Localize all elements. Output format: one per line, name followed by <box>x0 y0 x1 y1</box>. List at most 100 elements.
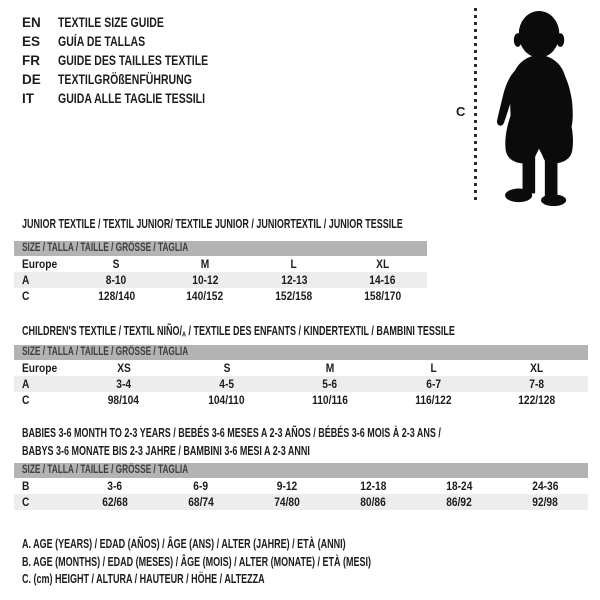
junior-table-title-text: JUNIOR TEXTILE / TEXTIL JUNIOR/ TEXTILE … <box>22 217 403 231</box>
size-cell: 5-6 <box>322 377 338 391</box>
height-measure-label: C <box>456 104 466 119</box>
size-cell: 12-13 <box>280 273 307 287</box>
row-label: C <box>22 393 30 407</box>
junior-size-table: SIZE / TALLA / TAILLE / GRÖSSE / TAGLIA … <box>14 241 427 304</box>
language-code: EN <box>22 15 41 30</box>
size-cell: L <box>430 361 437 375</box>
language-row: ES GUÍA DE TALLAS <box>22 32 251 51</box>
size-cell: 10-12 <box>192 273 219 287</box>
size-cell: 3-6 <box>107 479 123 493</box>
table-rows: B 3-6 6-9 9-12 12-18 18-24 24-36 C 62/68 68/74 74/… <box>14 478 588 510</box>
language-row: FR GUIDE DES TAILLES TEXTILE <box>22 51 251 70</box>
table-row: C 98/104 104/110 110/116 116/122 122/128 <box>14 392 588 408</box>
language-code: ES <box>22 34 41 49</box>
size-cell: XL <box>529 361 543 375</box>
height-measure-dashed-line <box>474 8 477 204</box>
size-header-bar: SIZE / TALLA / TAILLE / GRÖSSE / TAGLIA <box>14 463 588 478</box>
language-code: DE <box>22 72 41 87</box>
row-label: C <box>22 495 30 509</box>
size-cell: 9-12 <box>276 479 298 493</box>
size-cell: 110/116 <box>312 393 348 407</box>
guide-title: GUIDE DES TAILLES TEXTILE <box>58 53 209 68</box>
language-title-list: EN TEXTILE SIZE GUIDE ES GUÍA DE TALLAS … <box>22 13 251 108</box>
guide-title: GUÍA DE TALLAS <box>58 34 146 49</box>
size-cell: 14-16 <box>369 273 396 287</box>
table-rows: Europe S M L XL A 8-10 10-12 12-13 14-16 C 128/140 1… <box>14 256 427 304</box>
title-suffix: / TEXTILE DES ENFANTS / KINDERTEXTIL / B… <box>186 324 455 338</box>
junior-table-title: JUNIOR TEXTILE / TEXTIL JUNIOR/ TEXTILE … <box>22 215 551 233</box>
row-label: C <box>22 289 30 303</box>
note-text: A. AGE (YEARS) / EDAD (AÑOS) / ÂGE (ANS)… <box>22 537 346 551</box>
silhouette-foot <box>540 194 567 207</box>
table-row: C 62/68 68/74 74/80 80/86 86/92 92/98 <box>14 494 588 510</box>
table-row: C 128/140 140/152 152/158 158/170 <box>14 288 427 304</box>
children-table-title: CHILDREN'S TEXTILE / TEXTIL NIÑO/A / TEX… <box>22 322 600 344</box>
language-row: IT GUIDA ALLE TAGLIE TESSILI <box>22 89 251 108</box>
size-cell: 92/98 <box>532 495 558 509</box>
note-line-b: B. AGE (MONTHS) / EDAD (MESES) / ÂGE (MO… <box>22 554 507 572</box>
size-cell: 24-36 <box>531 479 559 493</box>
babies-table-title-line2: BABYS 3-6 MONATE BIS 2-3 JAHRE / BAMBINI… <box>22 444 310 458</box>
table-row: Europe XS S M L XL <box>14 360 588 376</box>
table-row: B 3-6 6-9 9-12 12-18 18-24 24-36 <box>14 478 588 494</box>
silhouette-leg <box>522 153 536 194</box>
note-line-a: A. AGE (YEARS) / EDAD (AÑOS) / ÂGE (ANS)… <box>22 536 507 554</box>
babies-table-title-line1: BABIES 3-6 MONTH TO 2-3 YEARS / BEBÉS 3-… <box>22 426 441 440</box>
size-cell: 128/140 <box>97 289 135 303</box>
size-cell: S <box>112 257 120 271</box>
note-text: B. AGE (MONTHS) / EDAD (MESES) / ÂGE (MO… <box>22 554 371 569</box>
size-cell: XS <box>116 361 131 375</box>
babies-size-table: SIZE / TALLA / TAILLE / GRÖSSE / TAGLIA … <box>14 463 588 510</box>
row-label: A <box>22 377 30 391</box>
size-header-text: SIZE / TALLA / TAILLE / GRÖSSE / TAGLIA <box>22 464 189 476</box>
size-cell: 74/80 <box>274 495 300 509</box>
size-cell: 158/170 <box>364 289 402 303</box>
title-prefix: CHILDREN'S TEXTILE / TEXTIL NIÑO/ <box>22 324 182 338</box>
guide-title: GUIDA ALLE TAGLIE TESSILI <box>58 91 206 106</box>
guide-title: TEXTILE SIZE GUIDE <box>58 15 164 30</box>
size-cell: 18-24 <box>445 479 473 493</box>
size-cell: 8-10 <box>106 273 127 287</box>
size-cell: 62/68 <box>102 495 128 509</box>
size-cell: 98/104 <box>108 393 140 407</box>
size-cell: 7-8 <box>529 377 544 391</box>
table-rows: Europe XS S M L XL A 3-4 4-5 5-6 6-7 7-8 C 98/104 104/… <box>14 360 588 408</box>
silhouette-ear <box>556 33 565 47</box>
size-cell: 122/128 <box>517 393 555 407</box>
silhouette-torso <box>510 54 568 119</box>
row-label: B <box>22 479 30 493</box>
guide-title: TEXTILGRÖßENFÜHRUNG <box>58 72 192 87</box>
row-label: A <box>22 273 30 287</box>
note-text: C. (cm) HEIGHT / ALTURA / HAUTEUR / HÖHE… <box>22 572 265 586</box>
toddler-silhouette <box>496 10 573 207</box>
table-row: Europe S M L XL <box>14 256 427 272</box>
language-code: IT <box>22 91 34 106</box>
row-label: Europe <box>22 257 58 271</box>
language-code: FR <box>22 53 40 68</box>
size-cell: S <box>223 361 231 375</box>
size-header-bar: SIZE / TALLA / TAILLE / GRÖSSE / TAGLIA <box>14 345 588 360</box>
silhouette-leg <box>544 153 558 199</box>
babies-table-title: BABIES 3-6 MONTH TO 2-3 YEARS / BEBÉS 3-… <box>22 424 600 460</box>
size-cell: M <box>325 361 335 375</box>
size-cell: 140/152 <box>186 289 224 303</box>
size-cell: 116/122 <box>415 393 452 407</box>
size-cell: 68/74 <box>188 495 214 509</box>
size-cell: 152/158 <box>275 289 313 303</box>
table-row: A 3-4 4-5 5-6 6-7 7-8 <box>14 376 588 392</box>
size-cell: 4-5 <box>219 377 235 391</box>
language-row: EN TEXTILE SIZE GUIDE <box>22 13 251 32</box>
note-line-c: C. (cm) HEIGHT / ALTURA / HAUTEUR / HÖHE… <box>22 571 507 589</box>
language-row: DE TEXTILGRÖßENFÜHRUNG <box>22 70 251 89</box>
size-cell: 104/110 <box>208 393 245 407</box>
silhouette-foot <box>505 188 533 203</box>
silhouette-shorts <box>505 114 573 164</box>
silhouette-arm <box>496 68 523 126</box>
size-cell: XL <box>376 257 390 271</box>
size-header-text: SIZE / TALLA / TAILLE / GRÖSSE / TAGLIA <box>22 346 189 358</box>
size-cell: 6-9 <box>193 479 209 493</box>
table-row: A 8-10 10-12 12-13 14-16 <box>14 272 427 288</box>
row-label: Europe <box>22 361 58 375</box>
size-cell: 12-18 <box>359 479 387 493</box>
